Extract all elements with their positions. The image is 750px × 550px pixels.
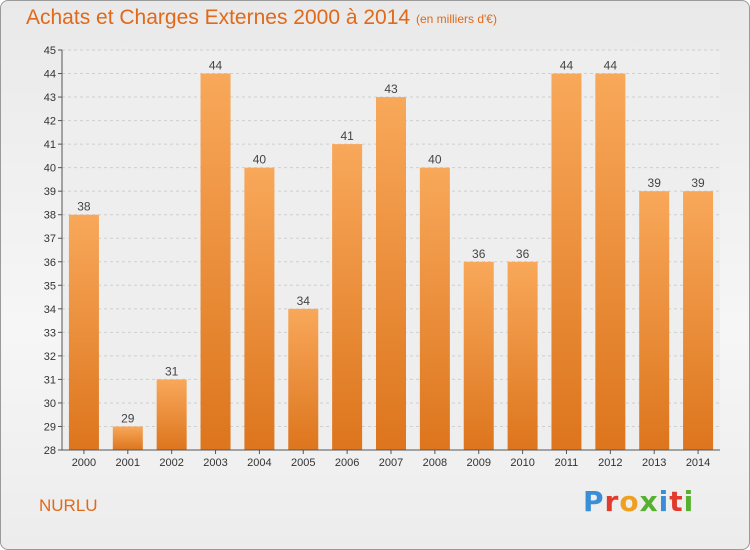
value-label-2000: 38	[77, 200, 91, 214]
bar-2001	[112, 426, 143, 450]
value-label-2007: 43	[384, 82, 398, 96]
x-tick-label-2010: 2010	[510, 457, 534, 469]
y-tick-label: 29	[44, 421, 56, 433]
value-label-2006: 41	[340, 129, 354, 143]
chart-subtitle: (en milliers d'€)	[416, 12, 497, 26]
x-tick-label-2012: 2012	[598, 457, 622, 469]
y-tick-label: 31	[44, 374, 56, 386]
value-label-2012: 44	[604, 59, 618, 73]
bar-2004	[244, 167, 275, 450]
y-tick-label: 28	[44, 445, 56, 457]
y-tick-label: 41	[44, 139, 56, 151]
value-label-2010: 36	[516, 247, 530, 261]
y-tick-label: 39	[44, 186, 56, 198]
bar-2003	[200, 73, 231, 450]
y-tick-label: 43	[44, 92, 56, 104]
x-tick-label-2004: 2004	[247, 457, 271, 469]
bar-2012	[595, 73, 626, 450]
bar-2005	[288, 308, 319, 450]
value-label-2005: 34	[297, 294, 311, 308]
y-tick-label: 37	[44, 233, 56, 245]
x-tick-label-2007: 2007	[379, 457, 403, 469]
y-tick-label: 42	[44, 116, 56, 128]
value-label-2009: 36	[472, 247, 486, 261]
bar-2000	[68, 214, 99, 450]
value-label-2001: 29	[121, 411, 135, 425]
y-tick-label: 40	[44, 163, 56, 175]
bar-2007	[376, 97, 406, 450]
x-tick-label-2001: 2001	[116, 457, 140, 469]
x-tick-label-2003: 2003	[203, 457, 227, 469]
x-tick-label-2006: 2006	[335, 457, 359, 469]
y-tick-label: 34	[44, 304, 56, 316]
value-label-2004: 40	[253, 153, 267, 167]
x-tick-label-2000: 2000	[72, 457, 96, 469]
x-tick-label-2014: 2014	[686, 457, 710, 469]
x-tick-label-2005: 2005	[291, 457, 315, 469]
y-tick-label: 35	[44, 280, 56, 292]
x-tick-label-2009: 2009	[466, 457, 490, 469]
bar-2008	[419, 167, 450, 450]
value-label-2002: 31	[165, 364, 179, 378]
x-tick-label-2002: 2002	[159, 457, 183, 469]
bar-2013	[639, 191, 670, 451]
value-label-2014: 39	[691, 176, 705, 190]
proxiti-logo[interactable]: Proxiti	[583, 485, 695, 518]
bar-2006	[332, 144, 363, 450]
chart-title: Achats et Charges Externes 2000 à 2014	[26, 6, 411, 29]
value-label-2003: 44	[209, 59, 223, 73]
bars: 38 29 31 44 40 34 41 43 40 36 36 44 44 39 39	[68, 59, 714, 451]
bar-2009	[463, 261, 494, 450]
bar-2010	[507, 261, 538, 450]
axes: 28 29 30 31 32 33 34 35 36 37 38 39 40 41 42 43 44 45 2000…	[44, 45, 720, 469]
x-tick-label-2013: 2013	[642, 457, 666, 469]
y-tick-label: 36	[44, 257, 56, 269]
value-label-2013: 39	[648, 176, 662, 190]
y-tick-label: 44	[44, 69, 56, 81]
x-tick-label-2008: 2008	[423, 457, 447, 469]
y-tick-label: 38	[44, 210, 56, 222]
commune-name: NURLU	[39, 496, 98, 515]
value-label-2011: 44	[560, 59, 574, 73]
bar-2011	[551, 73, 582, 450]
y-tick-label: 33	[44, 327, 56, 339]
y-tick-label: 32	[44, 351, 56, 363]
bar-2002	[156, 379, 187, 450]
y-tick-label: 45	[44, 45, 56, 57]
bar-2014	[683, 191, 714, 451]
value-label-2008: 40	[428, 153, 442, 167]
x-tick-label-2011: 2011	[555, 457, 579, 469]
y-tick-label: 30	[44, 398, 56, 410]
